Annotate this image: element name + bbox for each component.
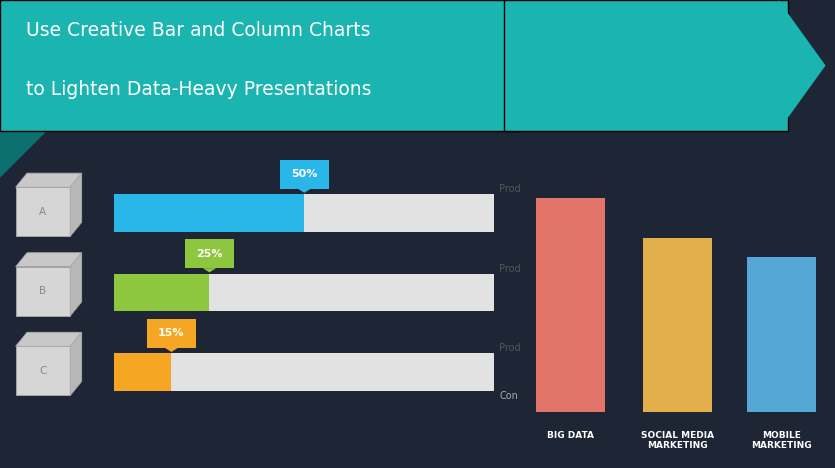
Text: Use Creative Bar and Column Charts: Use Creative Bar and Column Charts [26, 21, 371, 40]
Polygon shape [70, 173, 82, 236]
Text: MOBILE
MARKETING: MOBILE MARKETING [752, 431, 812, 450]
Text: A: A [39, 207, 47, 217]
Bar [16, 267, 70, 316]
Text: Prod: Prod [499, 264, 521, 274]
FancyBboxPatch shape [0, 0, 520, 131]
Text: B: B [39, 286, 47, 296]
Text: 25%: 25% [196, 249, 223, 259]
Polygon shape [70, 253, 82, 316]
Text: 15%: 15% [158, 328, 185, 338]
Bar [114, 274, 210, 311]
Bar [16, 346, 70, 395]
Text: Prod: Prod [499, 344, 521, 353]
Bar [643, 238, 712, 412]
Bar [114, 353, 171, 391]
Polygon shape [778, 0, 826, 131]
Bar [114, 194, 494, 232]
Bar [16, 187, 70, 236]
Text: Prod: Prod [499, 184, 521, 194]
Polygon shape [16, 173, 82, 187]
Polygon shape [0, 131, 47, 178]
Bar [185, 239, 234, 268]
Polygon shape [164, 348, 178, 352]
Bar [114, 274, 494, 311]
Bar [280, 160, 329, 189]
Polygon shape [70, 332, 82, 395]
Bar [114, 194, 304, 232]
Polygon shape [203, 268, 216, 272]
Bar [536, 198, 605, 412]
Bar [147, 319, 196, 348]
Text: 50%: 50% [291, 169, 317, 179]
Text: C: C [39, 366, 47, 376]
Bar [114, 353, 494, 391]
Polygon shape [16, 332, 82, 346]
Bar [746, 257, 816, 412]
Polygon shape [16, 253, 82, 267]
Text: SOCIAL MEDIA
MARKETING: SOCIAL MEDIA MARKETING [641, 431, 714, 450]
Text: to Lighten Data-Heavy Presentations: to Lighten Data-Heavy Presentations [26, 80, 372, 99]
FancyBboxPatch shape [504, 0, 787, 131]
Text: BIG DATA: BIG DATA [547, 431, 594, 439]
Polygon shape [297, 189, 311, 193]
Text: Con: Con [499, 391, 519, 401]
